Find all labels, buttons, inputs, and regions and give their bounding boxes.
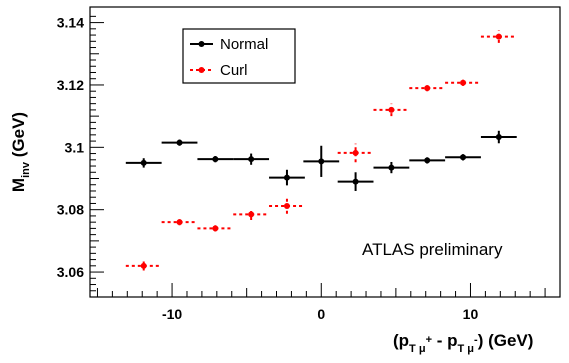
y-tick-label: 3.1	[65, 139, 85, 155]
data-point	[409, 84, 446, 92]
axis-ticks	[90, 15, 546, 298]
atlas-preliminary-label: ATLAS preliminary	[362, 240, 503, 259]
data-point	[445, 79, 481, 86]
data-marker	[248, 156, 255, 163]
data-point	[161, 219, 198, 226]
data-marker	[140, 262, 147, 269]
data-point	[197, 225, 234, 232]
data-point	[480, 130, 517, 144]
data-marker	[352, 178, 359, 185]
data-point	[125, 261, 162, 271]
plot-frame	[89, 6, 561, 298]
data-marker	[283, 202, 290, 209]
data-point	[337, 172, 374, 191]
data-marker	[176, 139, 183, 146]
legend-normal-label: Normal	[220, 36, 268, 53]
series-curl	[125, 30, 517, 271]
data-point	[480, 30, 517, 43]
data-marker	[352, 149, 359, 156]
data-point	[373, 161, 410, 174]
legend-curl-marker	[198, 67, 205, 73]
data-marker	[212, 225, 219, 232]
data-point	[161, 139, 198, 146]
x-axis-title: (pT μ+ - pT μ-) (GeV)	[393, 331, 533, 355]
data-point	[269, 198, 305, 214]
data-marker	[140, 159, 147, 166]
data-point	[337, 143, 374, 163]
legend: Normal Curl	[182, 28, 296, 84]
data-marker	[460, 79, 467, 86]
data-marker	[495, 134, 502, 141]
legend-entry-curl: Curl	[190, 62, 248, 79]
legend-normal-marker	[198, 41, 205, 47]
legend-entry-normal: Normal	[190, 36, 268, 53]
data-marker	[424, 157, 431, 164]
data-marks	[125, 30, 517, 271]
data-marker	[388, 164, 395, 171]
data-point	[409, 157, 446, 164]
x-tick-label: -10	[162, 306, 182, 322]
y-tick-label: 3.12	[57, 77, 84, 93]
data-point	[233, 208, 270, 220]
data-point	[445, 154, 481, 161]
data-marker	[388, 106, 395, 113]
y-tick-label: 3.14	[57, 15, 84, 31]
data-marker	[212, 156, 219, 163]
data-marker	[248, 211, 255, 218]
data-point	[303, 145, 340, 177]
x-tick-label: 0	[317, 306, 325, 322]
data-marker	[460, 154, 467, 161]
x-tick-label: 10	[463, 306, 479, 322]
tick-labels: -10 0 10 3.06 3.08 3.1 3.12 3.14	[57, 15, 479, 322]
data-marker	[176, 219, 183, 226]
data-point	[373, 103, 410, 117]
y-tick-label: 3.08	[57, 202, 84, 218]
data-point	[233, 153, 270, 165]
data-marker	[495, 33, 502, 40]
y-tick-label: 3.06	[57, 264, 84, 280]
legend-box	[182, 28, 296, 84]
data-point	[197, 156, 234, 163]
data-marker	[318, 158, 325, 165]
data-point	[125, 158, 162, 168]
legend-curl-label: Curl	[220, 62, 248, 79]
data-point	[269, 169, 305, 186]
data-marker	[424, 85, 431, 92]
data-marker	[283, 174, 290, 181]
y-axis-title: Minv (GeV)	[9, 112, 32, 192]
series-normal	[125, 130, 517, 191]
